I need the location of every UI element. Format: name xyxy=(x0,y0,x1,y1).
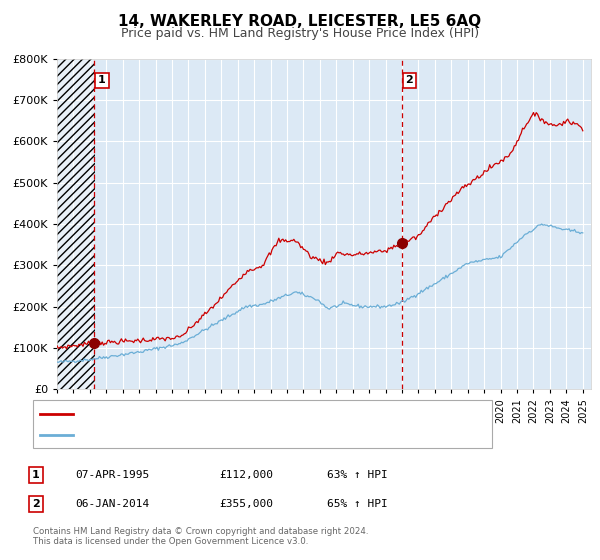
Text: Price paid vs. HM Land Registry's House Price Index (HPI): Price paid vs. HM Land Registry's House … xyxy=(121,27,479,40)
Text: 63% ↑ HPI: 63% ↑ HPI xyxy=(327,470,388,480)
Text: 07-APR-1995: 07-APR-1995 xyxy=(75,470,149,480)
Text: 2: 2 xyxy=(32,499,40,509)
Text: 1: 1 xyxy=(98,76,106,85)
Text: 14, WAKERLEY ROAD, LEICESTER, LE5 6AQ: 14, WAKERLEY ROAD, LEICESTER, LE5 6AQ xyxy=(118,14,482,29)
Text: £112,000: £112,000 xyxy=(219,470,273,480)
Text: 06-JAN-2014: 06-JAN-2014 xyxy=(75,499,149,509)
Text: HPI: Average price, detached house, Leicester: HPI: Average price, detached house, Leic… xyxy=(79,430,320,440)
Text: 65% ↑ HPI: 65% ↑ HPI xyxy=(327,499,388,509)
Text: 1: 1 xyxy=(32,470,40,480)
Text: £355,000: £355,000 xyxy=(219,499,273,509)
Text: 2: 2 xyxy=(406,76,413,85)
Text: 14, WAKERLEY ROAD, LEICESTER, LE5 6AQ (detached house): 14, WAKERLEY ROAD, LEICESTER, LE5 6AQ (d… xyxy=(79,409,396,419)
Text: Contains HM Land Registry data © Crown copyright and database right 2024.
This d: Contains HM Land Registry data © Crown c… xyxy=(33,526,368,546)
